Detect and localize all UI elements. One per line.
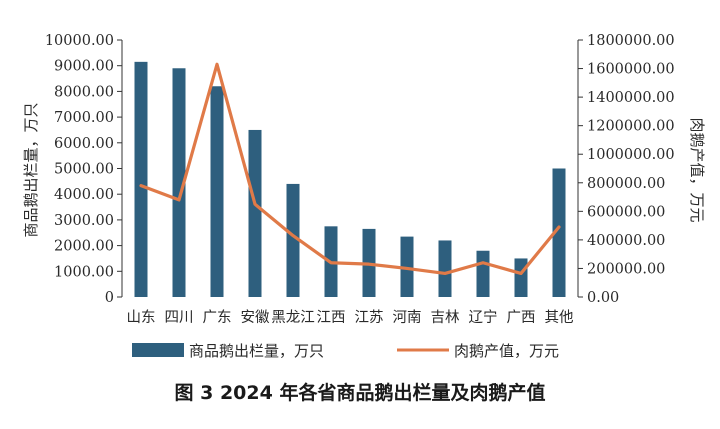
right-tick-label: 1400000.00 [587, 90, 675, 106]
category-label: 广东 [203, 309, 232, 326]
category-label: 安徽 [241, 309, 270, 326]
right-tick-label: 1200000.00 [587, 119, 675, 135]
left-tick-label: 8000.00 [54, 84, 114, 100]
left-tick-label: 9000.00 [54, 59, 114, 75]
legend-bar-swatch [132, 343, 184, 357]
line-series [139, 62, 561, 276]
left-tick-label: 4000.00 [54, 187, 114, 203]
bar-吉林 [438, 240, 452, 297]
bar-辽宁 [476, 250, 490, 297]
right-tick-label: 0.00 [587, 290, 619, 306]
bar-河南 [400, 236, 414, 297]
category-label: 江苏 [355, 309, 384, 326]
legend: 商品鹅出栏量，万只 肉鹅产值，万元 [132, 342, 559, 360]
left-tick-label: 5000.00 [54, 162, 114, 178]
left-y-axis: 0 1000.00 2000.00 3000.00 4000.00 5000.00 6000… [45, 33, 123, 306]
category-label: 吉林 [431, 309, 460, 326]
right-tick-label: 1800000.00 [587, 33, 675, 49]
legend-bar-label: 商品鹅出栏量，万只 [189, 342, 324, 360]
bar-series [134, 61, 566, 298]
category-label: 山东 [127, 309, 156, 326]
left-tick-label: 3000.00 [54, 213, 114, 229]
left-tick-label: 1000.00 [54, 264, 114, 280]
right-tick-label: 800000.00 [587, 176, 665, 192]
bar-安徽 [248, 129, 262, 297]
right-tick-label: 400000.00 [587, 233, 665, 249]
right-y-axis: 0.00 200000.00 400000.00 600000.00 800000.00… [577, 33, 675, 306]
legend-line-label: 肉鹅产值，万元 [454, 342, 559, 360]
left-axis-title: 商品鹅出栏量，万只 [22, 102, 40, 237]
left-tick-label: 6000.00 [54, 136, 114, 152]
right-axis-title: 肉鹅产值，万元 [688, 117, 706, 222]
right-tick-label: 200000.00 [587, 261, 665, 277]
category-label: 辽宁 [469, 309, 498, 326]
bar-黑龙江 [286, 183, 300, 297]
category-labels: 山东 四川 广东 安徽 黑龙江 江西 江苏 河南 吉林 辽宁 广西 其他 [127, 309, 574, 326]
category-label: 黑龙江 [271, 309, 315, 326]
figure-caption: 图 3 2024 年各省商品鹅出栏量及肉鹅产值 [175, 381, 546, 404]
right-tick-label: 1600000.00 [587, 62, 675, 78]
line-path [139, 62, 561, 276]
category-label: 四川 [165, 310, 194, 326]
bar-四川 [172, 68, 186, 298]
left-tick-label: 7000.00 [54, 110, 114, 126]
bar-其他 [552, 168, 566, 297]
right-tick-label: 1000000.00 [587, 147, 675, 163]
category-label: 河南 [393, 309, 422, 326]
category-label: 其他 [545, 309, 574, 326]
right-tick-label: 600000.00 [587, 204, 665, 220]
left-tick-label: 0 [105, 290, 114, 306]
left-tick-label: 2000.00 [54, 239, 114, 255]
bar-广东 [210, 86, 224, 297]
category-label: 江西 [317, 309, 346, 326]
category-label: 广西 [507, 309, 536, 326]
bar-广西 [514, 258, 528, 297]
bar-山东 [134, 61, 148, 297]
left-tick-label: 10000.00 [45, 33, 114, 49]
